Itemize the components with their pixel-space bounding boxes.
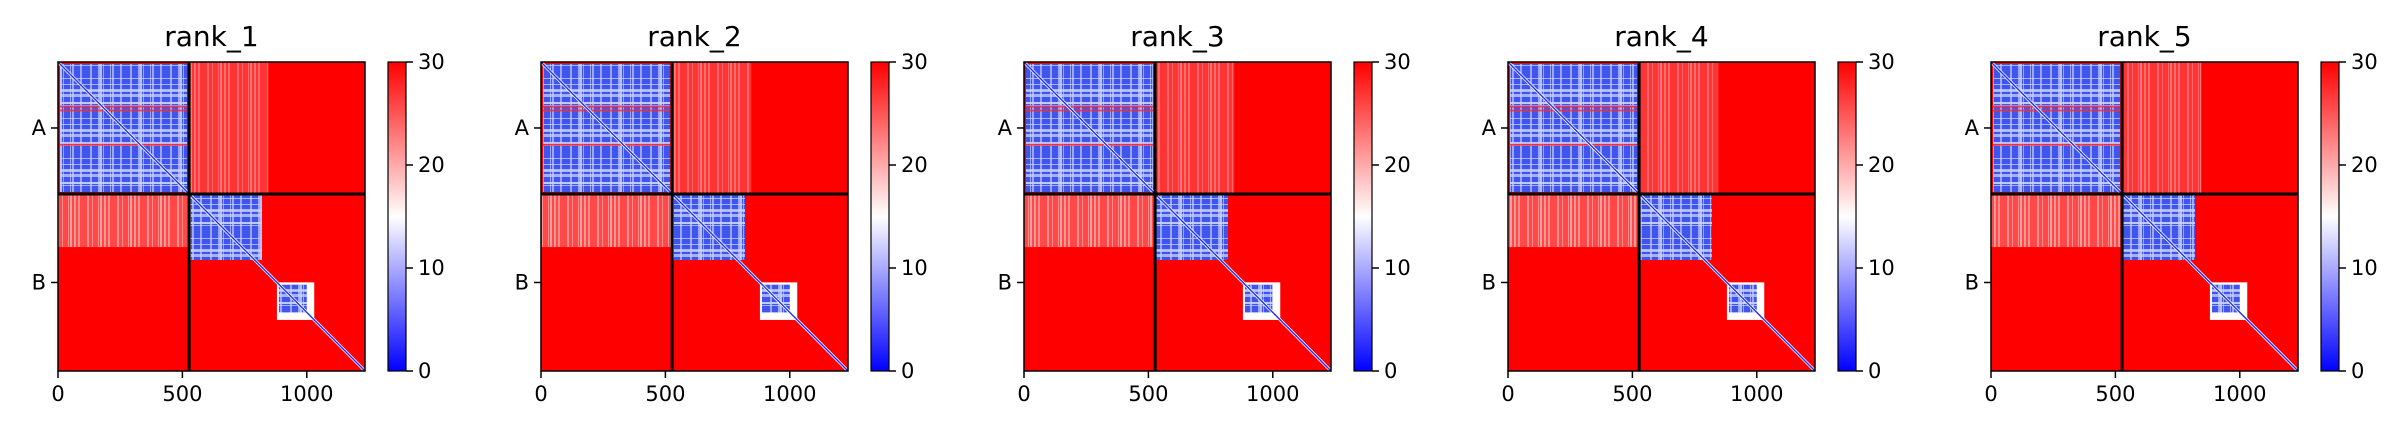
heatmap-image (1022, 60, 1333, 373)
chain-label-a: A (1965, 116, 1980, 140)
heatmap-panel-2: rank_2 0 500 1000 A B 0 10 20 30 (515, 20, 928, 406)
colorbar-tick-label: 0 (2351, 359, 2364, 383)
panel-title: rank_2 (647, 20, 741, 53)
colorbar-tick-label: 30 (1384, 50, 1411, 74)
colorbar-tick-label: 10 (1384, 256, 1411, 280)
colorbar-tick-label: 30 (1868, 50, 1895, 74)
chain-label-b: B (1965, 270, 1979, 294)
x-tick-label: 0 (51, 382, 64, 406)
x-tick-label: 0 (1501, 382, 1514, 406)
colorbar-tick-label: 0 (1868, 359, 1881, 383)
heatmap-panel-3: rank_3 0 500 1000 A B 0 10 20 30 (998, 20, 1411, 406)
heatmap-panel-5: rank_5 0 500 1000 A B 0 10 20 30 (1965, 20, 2378, 406)
colorbar-tick-label: 10 (418, 256, 445, 280)
x-tick-label: 1000 (763, 382, 816, 406)
x-tick-label: 0 (1017, 382, 1030, 406)
axes-frame (540, 61, 849, 372)
chain-label-b: B (32, 270, 46, 294)
colorbar (387, 61, 407, 372)
colorbar-tick-label: 30 (2351, 50, 2378, 74)
colorbar-tick-label: 0 (418, 359, 431, 383)
colorbar (870, 61, 890, 372)
chain-label-a: A (32, 116, 47, 140)
axes-frame (1990, 61, 2299, 372)
panel-title: rank_4 (1614, 20, 1708, 53)
colorbar-tick-label: 20 (1868, 153, 1895, 177)
chain-label-a: A (515, 116, 530, 140)
colorbar-tick-label: 30 (418, 50, 445, 74)
x-tick-label: 500 (645, 382, 685, 406)
panel-title: rank_1 (164, 20, 258, 53)
x-tick-label: 1000 (1246, 382, 1299, 406)
x-tick-label: 500 (1128, 382, 1168, 406)
colorbar (1353, 61, 1373, 372)
x-tick-label: 500 (162, 382, 202, 406)
chain-label-b: B (515, 270, 529, 294)
colorbar-tick-label: 20 (2351, 153, 2378, 177)
x-tick-label: 500 (2095, 382, 2135, 406)
colorbar-tick-label: 20 (901, 153, 928, 177)
heatmap-image (1989, 60, 2300, 373)
axes-frame (57, 61, 366, 372)
colorbar-tick-label: 10 (1868, 256, 1895, 280)
colorbar-tick-label: 10 (901, 256, 928, 280)
axes-frame (1507, 61, 1816, 372)
x-tick-label: 1000 (280, 382, 333, 406)
heatmap-image (56, 60, 367, 373)
x-tick-label: 500 (1612, 382, 1652, 406)
colorbar-tick-label: 30 (901, 50, 928, 74)
heatmap-panel-1: rank_1 0 500 1000 A B 0 10 20 30 (32, 20, 445, 406)
heatmap-panel-4: rank_4 0 500 1000 A B 0 10 20 30 (1482, 20, 1895, 406)
colorbar (1837, 61, 1857, 372)
x-tick-label: 0 (1984, 382, 1997, 406)
colorbar (2320, 61, 2340, 372)
colorbar-tick-label: 20 (1384, 153, 1411, 177)
chain-label-a: A (998, 116, 1013, 140)
heatmap-image (1506, 60, 1817, 373)
panel-title: rank_5 (2097, 20, 2191, 53)
x-tick-label: 1000 (2213, 382, 2266, 406)
heatmap-image (539, 60, 850, 373)
x-tick-label: 0 (534, 382, 547, 406)
panel-title: rank_3 (1130, 20, 1224, 53)
chain-label-a: A (1482, 116, 1497, 140)
colorbar-tick-label: 20 (418, 153, 445, 177)
x-tick-label: 1000 (1730, 382, 1783, 406)
chain-label-b: B (998, 270, 1012, 294)
colorbar-tick-label: 0 (901, 359, 914, 383)
colorbar-tick-label: 0 (1384, 359, 1397, 383)
axes-frame (1023, 61, 1332, 372)
chain-label-b: B (1482, 270, 1496, 294)
colorbar-tick-label: 10 (2351, 256, 2378, 280)
